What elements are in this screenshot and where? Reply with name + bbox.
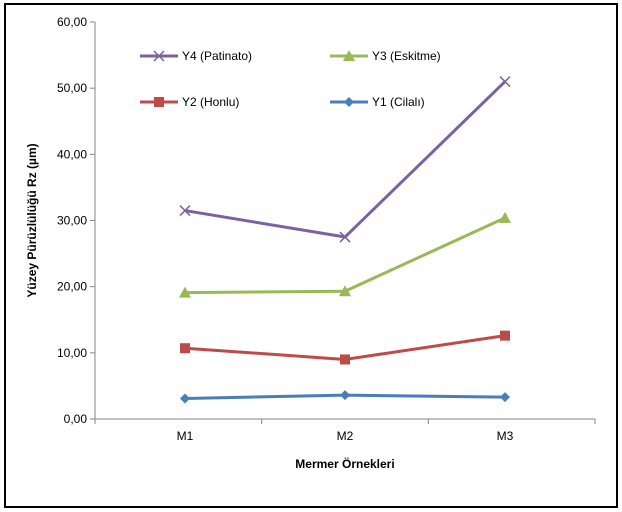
legend-item: Y1 (Cilalı) — [330, 95, 425, 109]
legend-label: Y2 (Honlu) — [182, 95, 239, 109]
data-point — [340, 354, 350, 365]
data-point — [340, 390, 350, 401]
data-point — [339, 285, 351, 297]
data-point — [179, 286, 191, 298]
y-tick-label: 40,00 — [57, 147, 87, 161]
legend-marker — [154, 97, 164, 107]
legend-item: Y3 (Eskitme) — [330, 49, 441, 63]
y-tick-label: 20,00 — [57, 280, 87, 294]
y-tick-label: 60,00 — [57, 15, 87, 29]
x-tick-label: M3 — [497, 429, 514, 443]
series-y3 — [179, 211, 511, 298]
y-tick-label: 30,00 — [57, 214, 87, 228]
data-point — [180, 393, 190, 404]
data-point — [180, 343, 190, 354]
y-axis-title: Yüzey Pürüzlülüğü Rz (µm) — [25, 143, 39, 297]
data-point — [179, 205, 191, 217]
x-tick-label: M1 — [177, 429, 194, 443]
legend-marker — [153, 50, 165, 62]
data-point — [499, 76, 511, 88]
x-ticks: M1 M2 M3 — [94, 419, 596, 443]
y-ticks: 0,00 10,00 20,00 30,00 40,00 50,00 60,00 — [57, 15, 95, 426]
series-layer — [179, 76, 511, 404]
y-tick-label: 0,00 — [64, 412, 88, 426]
data-point — [499, 211, 511, 223]
legend-marker — [344, 97, 354, 107]
chart-frame — [4, 3, 618, 508]
legend-label: Y3 (Eskitme) — [372, 49, 441, 63]
legend: Y4 (Patinato) Y3 (Eskitme) Y2 (Honlu) Y1 (C… — [140, 49, 441, 109]
legend-marker — [343, 50, 355, 61]
series-line — [184, 216, 506, 295]
legend-label: Y4 (Patinato) — [182, 49, 252, 63]
x-axis-title: Mermer Örnekleri — [295, 456, 394, 471]
y-tick-label: 10,00 — [57, 346, 87, 360]
legend-item: Y2 (Honlu) — [140, 95, 239, 109]
series-y1 — [180, 390, 510, 404]
y-tick-label: 50,00 — [57, 81, 87, 95]
data-point — [500, 330, 510, 341]
data-point — [339, 231, 351, 243]
series-y2 — [180, 330, 510, 365]
x-tick-label: M2 — [337, 429, 354, 443]
legend-label: Y1 (Cilalı) — [372, 95, 425, 109]
data-point — [500, 392, 510, 403]
series-y4 — [179, 76, 511, 243]
legend-item: Y4 (Patinato) — [140, 49, 252, 63]
